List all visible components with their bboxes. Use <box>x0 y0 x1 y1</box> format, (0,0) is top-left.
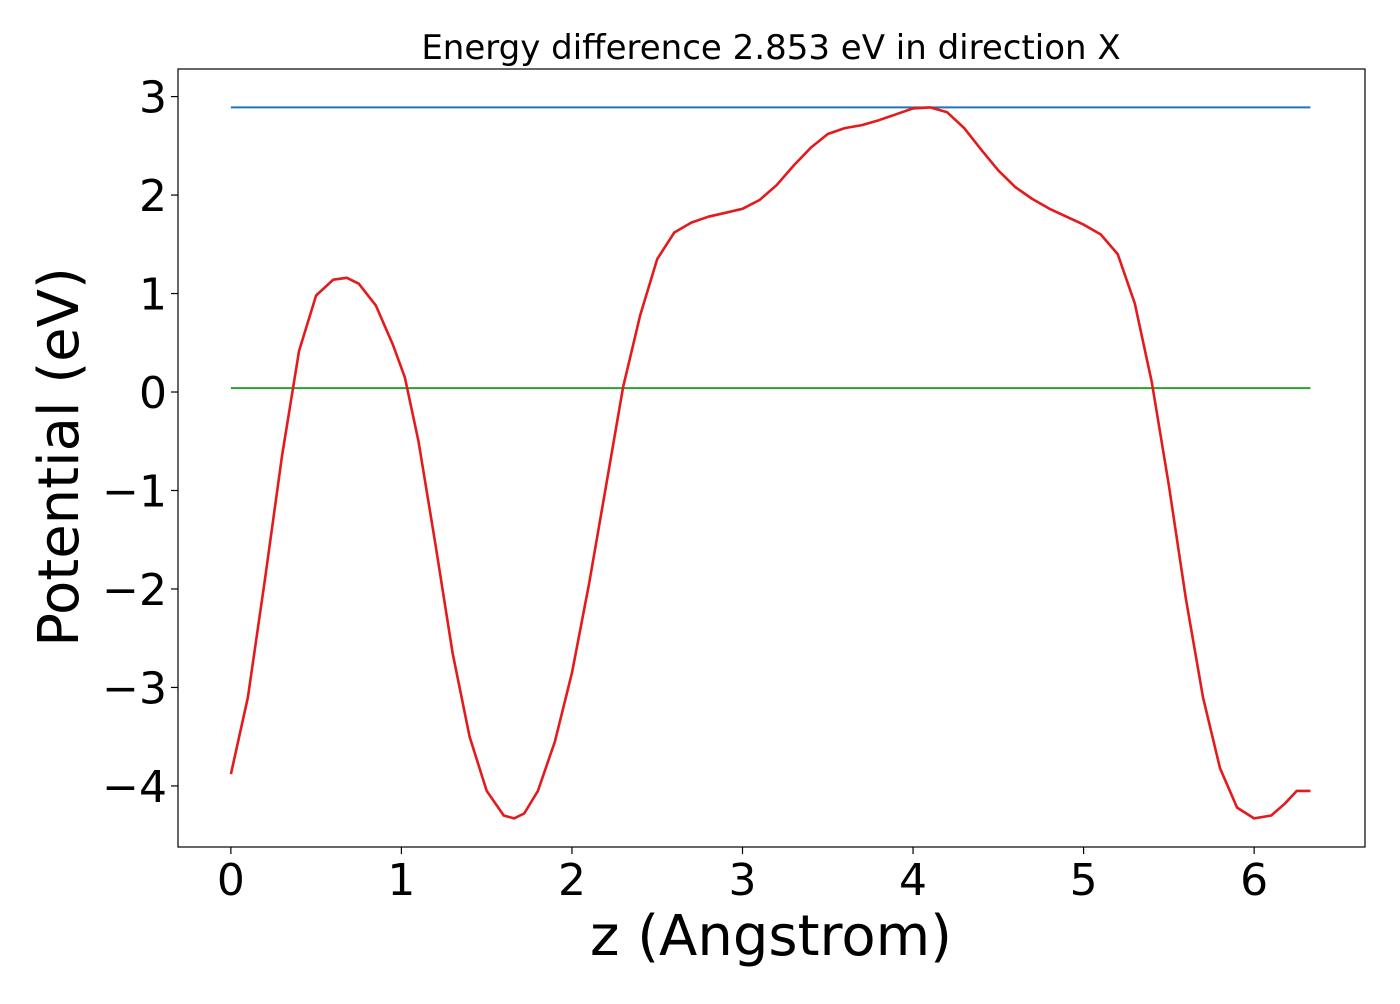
plot-lines <box>229 106 1311 820</box>
series-line-2 <box>229 106 1311 820</box>
y-tick-label: −4 <box>102 762 167 813</box>
y-tick-label: −1 <box>102 466 167 517</box>
y-tick-label: −3 <box>102 663 167 714</box>
plot-frame <box>177 68 1366 848</box>
y-tick-label: −2 <box>102 565 167 616</box>
y-tick-label: 0 <box>139 368 167 419</box>
y-tick-label: 1 <box>139 270 167 321</box>
y-tick-label: 2 <box>139 171 167 222</box>
x-tick-label: 4 <box>899 855 927 906</box>
x-tick-label: 1 <box>387 855 415 906</box>
axis-ticks: 0 1 2 3 4 5 6 3 2 1 0 −1 −2 −3 −4 <box>102 73 1268 906</box>
x-axis-label: z (Angstrom) <box>590 904 952 969</box>
x-tick-label: 2 <box>558 855 586 906</box>
y-tick-label: 3 <box>139 73 167 124</box>
x-tick-label: 6 <box>1240 855 1268 906</box>
y-axis-label: Potential (eV) <box>27 267 92 647</box>
x-tick-label: 0 <box>217 855 245 906</box>
x-tick-label: 5 <box>1070 855 1098 906</box>
chart-title: Energy difference 2.853 eV in direction … <box>421 28 1120 68</box>
x-tick-label: 3 <box>729 855 757 906</box>
